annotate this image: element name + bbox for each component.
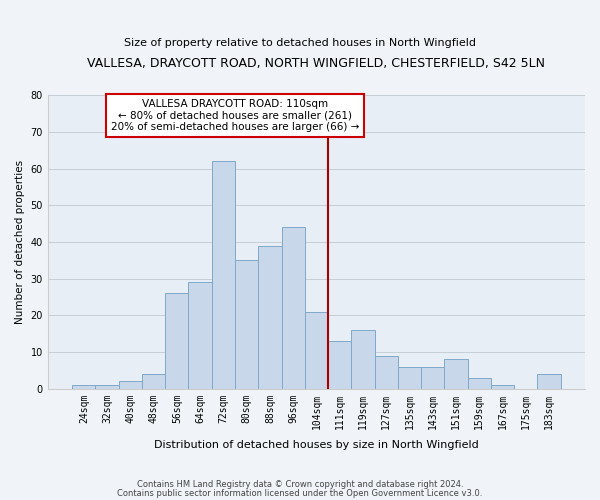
Bar	[467, 378, 491, 389]
Bar	[258, 246, 281, 389]
Bar	[305, 312, 328, 389]
Bar	[374, 356, 398, 389]
Bar	[119, 382, 142, 389]
Text: Size of property relative to detached houses in North Wingfield: Size of property relative to detached ho…	[124, 38, 476, 48]
Bar	[212, 162, 235, 389]
Bar	[421, 367, 445, 389]
Bar	[188, 282, 212, 389]
Bar	[328, 341, 351, 389]
Bar	[351, 330, 374, 389]
Bar	[72, 385, 95, 389]
Text: VALLESA DRAYCOTT ROAD: 110sqm
← 80% of detached houses are smaller (261)
20% of : VALLESA DRAYCOTT ROAD: 110sqm ← 80% of d…	[111, 99, 359, 132]
Bar	[281, 228, 305, 389]
Bar	[142, 374, 165, 389]
Bar	[95, 385, 119, 389]
X-axis label: Distribution of detached houses by size in North Wingfield: Distribution of detached houses by size …	[154, 440, 479, 450]
Bar	[235, 260, 258, 389]
Bar	[398, 367, 421, 389]
Title: VALLESA, DRAYCOTT ROAD, NORTH WINGFIELD, CHESTERFIELD, S42 5LN: VALLESA, DRAYCOTT ROAD, NORTH WINGFIELD,…	[88, 58, 545, 70]
Bar	[538, 374, 560, 389]
Text: Contains HM Land Registry data © Crown copyright and database right 2024.: Contains HM Land Registry data © Crown c…	[137, 480, 463, 489]
Bar	[445, 360, 467, 389]
Y-axis label: Number of detached properties: Number of detached properties	[15, 160, 25, 324]
Text: Contains public sector information licensed under the Open Government Licence v3: Contains public sector information licen…	[118, 488, 482, 498]
Bar	[165, 294, 188, 389]
Bar	[491, 385, 514, 389]
